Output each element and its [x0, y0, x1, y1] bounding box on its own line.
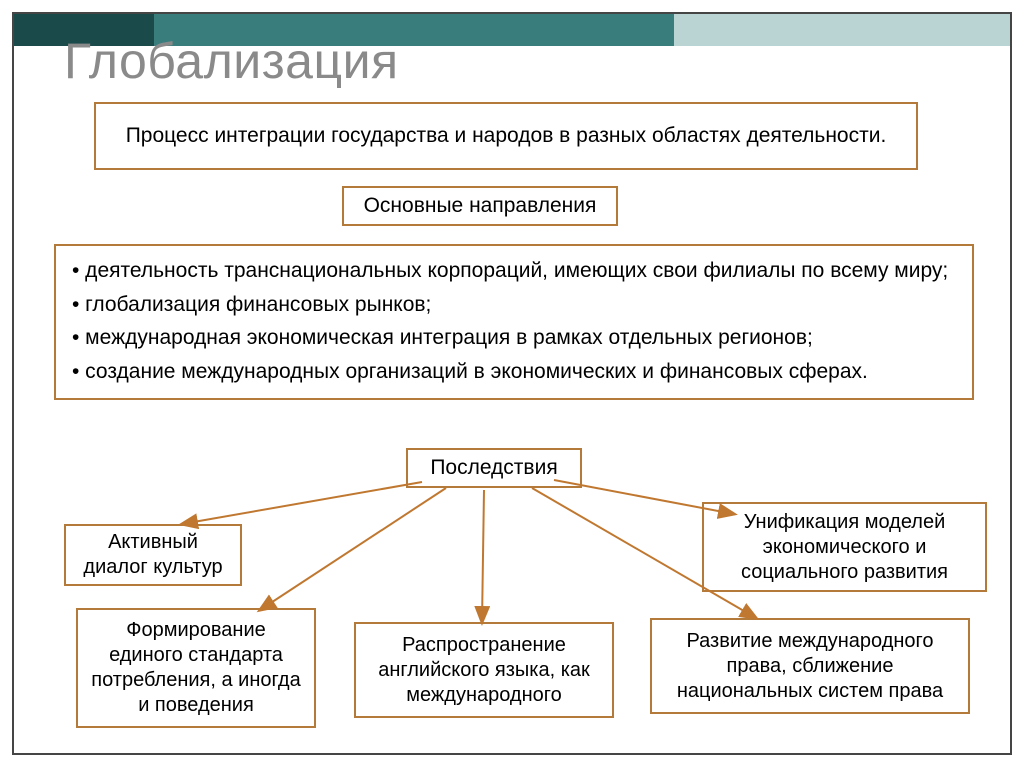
directions-bullets-box: • деятельность транснациональных корпора…	[54, 244, 974, 400]
arrow	[260, 488, 446, 610]
consequence-text: Распространение английского языка, как м…	[366, 633, 602, 708]
consequence-box: Развитие международного права, сближение…	[650, 618, 970, 714]
consequence-box: Формирование единого стандарта потреблен…	[76, 608, 316, 728]
consequence-box: Распространение английского языка, как м…	[354, 622, 614, 718]
bullet-item: • деятельность транснациональных корпора…	[72, 255, 948, 287]
bullet-item: • создание международных организаций в э…	[72, 356, 948, 388]
consequence-text: Унификация моделей экономического и соци…	[714, 510, 975, 585]
bullet-item: • международная экономическая интеграция…	[72, 322, 948, 354]
directions-label-text: Основные направления	[364, 193, 597, 219]
slide-title: Глобализация	[64, 32, 399, 90]
bullet-item: • глобализация финансовых рынков;	[72, 289, 948, 321]
definition-box: Процесс интеграции государства и народов…	[94, 102, 918, 170]
band-segment-3	[674, 14, 1010, 46]
consequence-text: Формирование единого стандарта потреблен…	[88, 618, 304, 718]
consequence-text: Развитие международного права, сближение…	[662, 629, 958, 704]
directions-label-box: Основные направления	[342, 186, 618, 226]
arrow	[482, 490, 484, 622]
consequences-label-text: Последствия	[430, 455, 557, 481]
definition-text: Процесс интеграции государства и народов…	[126, 123, 887, 149]
consequence-text: Активный диалог культур	[76, 530, 230, 580]
consequence-box: Активный диалог культур	[64, 524, 242, 586]
arrow	[182, 482, 422, 524]
consequence-box: Унификация моделей экономического и соци…	[702, 502, 987, 592]
directions-bullets-list: • деятельность транснациональных корпора…	[72, 255, 948, 389]
consequences-label-box: Последствия	[406, 448, 582, 488]
slide-frame: Глобализация Процесс интеграции государс…	[12, 12, 1012, 755]
